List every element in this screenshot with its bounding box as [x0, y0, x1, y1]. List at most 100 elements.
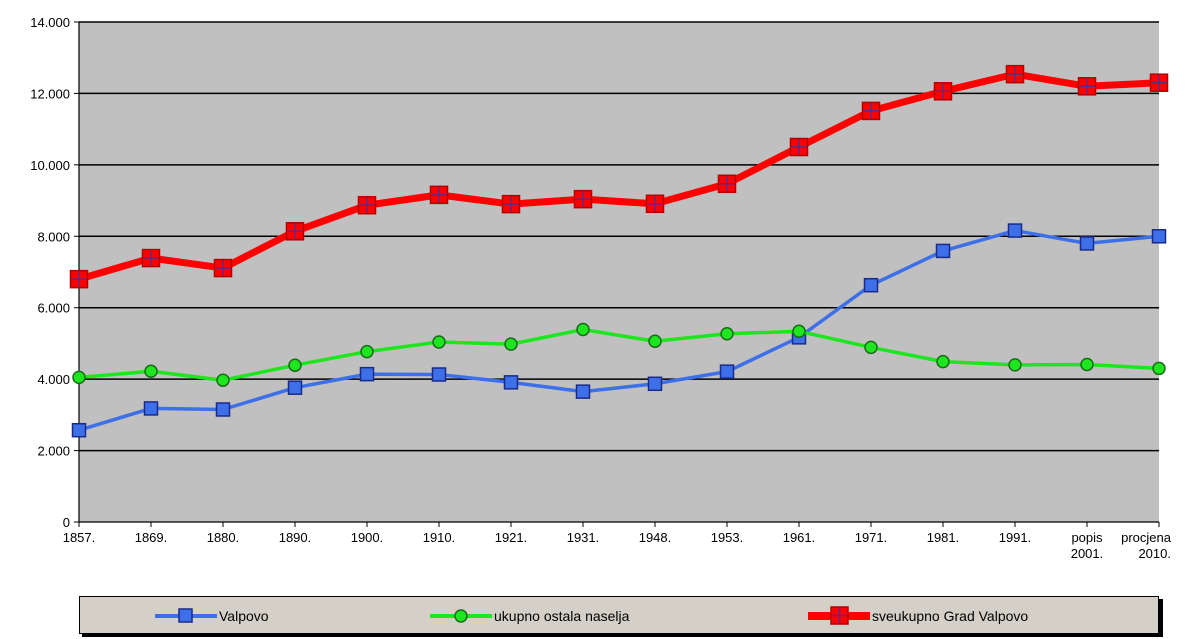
data-point	[287, 380, 303, 395]
data-point	[1151, 229, 1167, 244]
x-tick-label: 1991.	[999, 530, 1032, 545]
y-tick-label: 4.000	[37, 372, 70, 387]
data-point	[792, 324, 806, 339]
line-chart: 02.0004.0006.0008.00010.00012.00014.000 …	[30, 15, 1172, 561]
legend-shadow	[1159, 599, 1163, 636]
series-0	[71, 223, 1167, 438]
x-tick-label: 1981.	[927, 530, 960, 545]
x-tick-label-line: 1921.	[495, 530, 528, 545]
legend-swatch-circle-icon	[430, 609, 492, 623]
data-point	[575, 384, 591, 399]
data-point	[69, 269, 89, 289]
y-tick-label: 14.000	[30, 15, 70, 30]
data-point	[933, 82, 953, 101]
data-point	[864, 340, 878, 355]
data-point	[213, 258, 233, 278]
data-point	[1077, 77, 1097, 96]
series-line	[78, 228, 1160, 432]
x-tick-label-line: 1890.	[279, 530, 312, 545]
data-point	[1007, 223, 1023, 238]
data-point	[359, 366, 375, 382]
data-point	[429, 185, 449, 205]
x-tick-label-line: 1900.	[351, 530, 384, 545]
data-point	[1080, 357, 1094, 372]
x-tick-label: popis 2001.	[1071, 530, 1104, 561]
x-tick-label: 1857.	[63, 530, 96, 545]
data-point	[648, 334, 662, 349]
data-point	[1149, 73, 1169, 92]
plot-area	[79, 22, 1159, 522]
legend-label: sveukupno Grad Valpovo	[872, 608, 1029, 624]
legend-swatch-cross-square-icon	[808, 606, 870, 625]
data-point	[432, 335, 446, 349]
data-point	[357, 195, 377, 215]
x-tick-label: procjena 2010.	[1121, 530, 1172, 561]
x-tick-label: 1931.	[567, 530, 600, 545]
data-point	[288, 358, 302, 372]
x-tick-label-line: 1948.	[639, 530, 672, 545]
legend-label: ukupno ostala naselja	[494, 608, 630, 624]
x-tick-label-line: 1953.	[711, 530, 744, 545]
legend-shadow-bottom	[82, 634, 1163, 637]
data-point	[501, 194, 521, 214]
legend-swatch-square-icon	[155, 608, 217, 623]
x-tick-label-line: 2001.	[1071, 546, 1104, 561]
x-axis-ticks: 1857. 1869. 1880. 1890. 1900. 1910. 1921. 1931.…	[63, 522, 1172, 561]
data-point	[863, 277, 879, 293]
series-line	[78, 327, 1160, 382]
data-point	[576, 322, 590, 337]
data-point	[717, 174, 737, 194]
x-tick-label-line: 1880.	[207, 530, 240, 545]
x-tick-label: 1953.	[711, 530, 744, 545]
data-point	[1005, 64, 1025, 84]
data-point	[71, 422, 87, 438]
data-point	[141, 248, 161, 268]
y-tick-label: 0	[63, 515, 70, 530]
series-layer	[69, 64, 1169, 438]
legend-item-valpovo: Valpovo	[155, 597, 269, 635]
data-point	[431, 367, 447, 382]
data-point	[216, 373, 230, 387]
data-point	[789, 137, 809, 157]
x-tick-label: 1971.	[855, 530, 888, 545]
legend: Valpovo ukupno ostala naselja sveukupno …	[79, 596, 1159, 634]
data-point	[719, 364, 735, 379]
x-tick-label-line: 1910.	[423, 530, 456, 545]
x-tick-label: 1948.	[639, 530, 672, 545]
data-point	[360, 344, 374, 359]
x-tick-label-line: 1961.	[783, 530, 816, 545]
y-tick-label: 12.000	[30, 86, 70, 101]
data-point	[144, 364, 158, 379]
legend-item-ostala-naselja: ukupno ostala naselja	[430, 597, 629, 635]
x-tick-label-line: 1931.	[567, 530, 600, 545]
data-point	[645, 194, 665, 214]
data-point	[215, 402, 231, 417]
data-point	[936, 354, 950, 369]
data-point	[504, 337, 518, 351]
data-point	[573, 189, 593, 209]
x-tick-label: 1880.	[207, 530, 240, 545]
x-tick-label-line: 1991.	[999, 530, 1032, 545]
data-point	[503, 375, 519, 390]
x-tick-label: 1869.	[135, 530, 168, 545]
gridlines	[79, 21, 1159, 452]
data-point	[1079, 236, 1095, 251]
data-point	[861, 101, 881, 121]
data-point	[72, 370, 86, 385]
y-axis-ticks: 0 2.000 4.000 6.000 8.000 10.000 12.000 14.000	[30, 15, 79, 530]
x-tick-label-line: procjena	[1121, 530, 1172, 545]
data-point	[720, 327, 734, 341]
x-tick-label-line: 1857.	[63, 530, 96, 545]
data-point	[285, 222, 305, 241]
series-1	[72, 322, 1166, 387]
x-tick-label-line: popis	[1071, 530, 1103, 545]
y-tick-label: 8.000	[37, 229, 70, 244]
data-point	[1008, 358, 1022, 372]
x-tick-label-line: 1869.	[135, 530, 168, 545]
data-point	[647, 376, 663, 392]
y-tick-label: 10.000	[30, 158, 70, 173]
y-tick-label: 2.000	[37, 444, 70, 459]
x-tick-label-line: 2010.	[1138, 546, 1171, 561]
series-line	[78, 70, 1160, 283]
legend-item-sveukupno: sveukupno Grad Valpovo	[808, 597, 1028, 635]
